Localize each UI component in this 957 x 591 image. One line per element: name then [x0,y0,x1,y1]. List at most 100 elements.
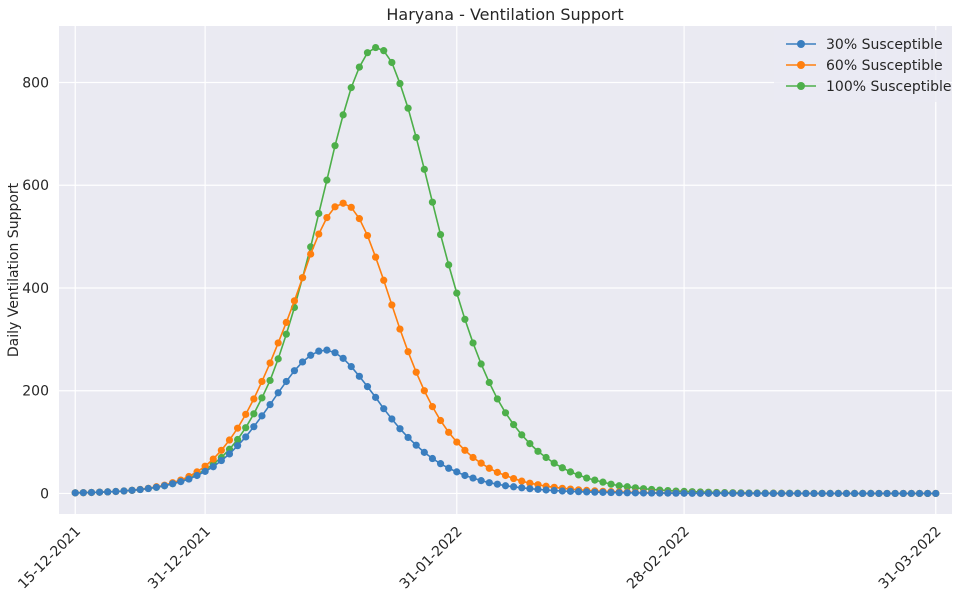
data-point [501,409,510,417]
data-point [510,483,518,491]
data-point [177,478,185,486]
data-point [290,297,299,305]
data-point [566,468,575,476]
data-point [615,489,623,497]
data-point [323,346,331,354]
data-point [152,483,161,491]
data-point [915,489,924,498]
data-point [753,489,761,497]
data-point [225,436,234,444]
plot-area [59,26,952,514]
data-point [534,447,542,455]
legend-label-30: 30% Susceptible [826,37,943,53]
data-point [542,453,550,462]
data-point [71,489,79,497]
data-point [688,489,696,497]
data-point [477,477,485,485]
data-point [120,487,128,495]
data-point [485,378,493,387]
data-point [518,484,526,492]
legend: 30% Susceptible 60% Susceptible 100% Sus… [774,30,952,102]
data-point [128,486,136,494]
data-point [298,274,307,282]
data-point [282,318,290,326]
data-point [258,377,266,386]
y-axis-ticks: 0 200 400 600 800 [22,76,49,503]
x-tick-label: 15-12-2021 [15,524,84,591]
data-point [428,454,437,463]
data-point [380,276,388,284]
data-point [363,49,372,57]
x-axis-ticks: 15-12-2021 31-12-2021 31-01-2022 28-02-2022… [15,524,944,591]
data-point [282,330,290,338]
data-point [380,47,388,55]
data-point [664,489,672,497]
data-point [445,428,453,436]
data-point [290,367,299,375]
data-point [850,489,859,498]
data-point [436,416,445,425]
data-point [217,446,225,454]
data-point [907,489,916,498]
data-point [859,489,867,498]
data-point [339,199,347,207]
data-point [169,480,177,488]
data-point [266,359,274,367]
legend-label-100: 100% Susceptible [826,79,952,95]
data-point [818,489,826,498]
data-point [307,351,315,359]
data-point [558,464,566,472]
data-point [518,477,526,485]
data-point [712,489,721,497]
data-point [842,489,851,498]
data-point [160,482,169,490]
data-point [355,372,363,380]
data-point [721,489,729,497]
data-point [591,488,599,496]
data-point [469,474,477,482]
data-point [79,489,87,497]
data-point [355,215,363,223]
data-point [250,410,258,418]
data-point [355,63,363,71]
data-point [323,176,331,184]
data-point [899,489,907,498]
legend-marker-100 [797,82,805,90]
data-point [623,483,631,491]
legend-marker-60 [797,61,805,69]
data-point [607,480,615,488]
data-point [380,405,388,413]
data-point [412,133,420,142]
chart-title: Haryana - Ventilation Support [386,5,623,24]
data-point [924,489,932,498]
data-point [436,230,445,239]
data-point [631,489,639,497]
data-point [372,43,380,52]
data-point [834,489,842,498]
y-tick-label: 800 [22,76,49,92]
data-point [558,487,566,495]
data-point [315,347,323,355]
data-point [201,462,209,470]
data-point [607,488,615,497]
data-point [209,463,217,471]
data-point [209,455,217,463]
data-point [526,485,534,493]
data-point [737,489,745,497]
x-tick-label: 31-01-2022 [397,524,466,591]
data-point [445,261,453,269]
data-point [883,489,891,498]
data-point [777,489,786,498]
data-point [372,393,380,401]
data-point [461,471,469,480]
data-point [185,475,193,483]
data-point [794,489,802,498]
data-point [510,474,518,483]
data-point [696,489,704,497]
data-point [761,489,769,498]
data-point [315,209,323,218]
data-point [396,79,404,88]
data-point [867,489,875,498]
data-point [574,488,583,496]
